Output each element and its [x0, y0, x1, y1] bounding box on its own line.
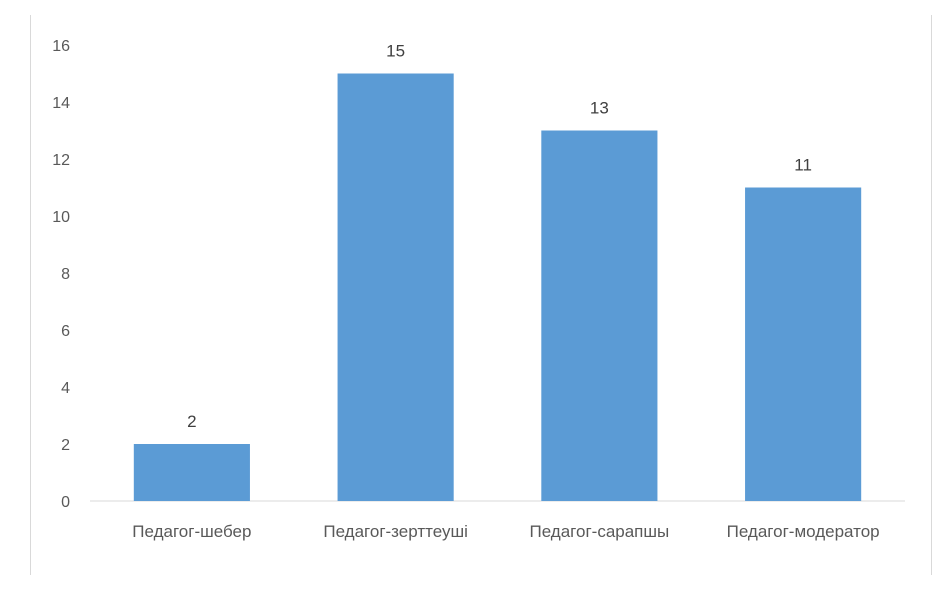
data-labels: 2 15 13 11 [187, 42, 812, 432]
category-label: Педагог-модератор [727, 522, 880, 541]
y-tick-label: 4 [61, 380, 70, 397]
y-tick-label: 14 [52, 95, 70, 112]
y-tick-label: 6 [61, 323, 70, 340]
category-label: Педагог-шебер [132, 522, 251, 541]
bar [541, 130, 658, 501]
y-tick-label: 16 [52, 38, 70, 55]
bars [133, 73, 862, 501]
category-label: Педагог-сарапшы [530, 522, 670, 541]
category-label: Педагог-зерттеуші [323, 522, 468, 541]
data-label: 2 [187, 412, 196, 431]
bar [745, 187, 862, 501]
y-tick-label: 2 [61, 437, 70, 454]
bar [337, 73, 454, 501]
category-labels: Педагог-шебер Педагог-зерттеуші Педагог-са… [132, 522, 879, 541]
y-tick-label: 12 [52, 152, 70, 169]
y-tick-label: 0 [61, 494, 70, 511]
data-label: 11 [794, 156, 812, 175]
y-tick-label: 8 [61, 266, 70, 283]
data-label: 15 [386, 42, 405, 61]
data-label: 13 [590, 99, 609, 118]
chart-frame [30, 15, 932, 575]
y-axis-ticks: 0 2 4 6 8 10 12 14 16 [52, 38, 70, 511]
bar [133, 444, 250, 501]
y-tick-label: 10 [52, 209, 70, 226]
